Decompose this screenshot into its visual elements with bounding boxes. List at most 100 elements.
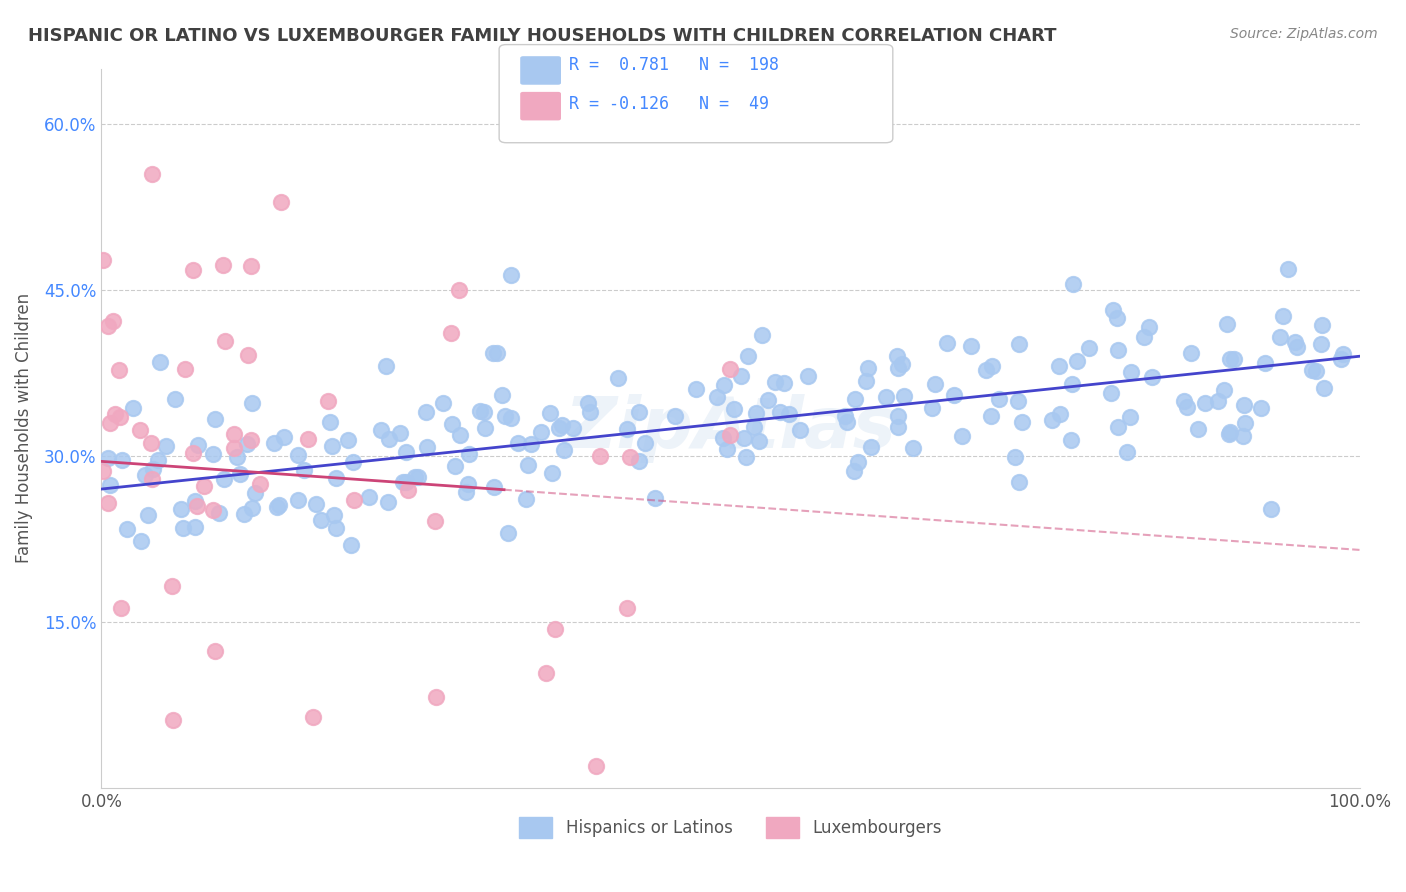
Point (1284, 334, 1306, 349)
Point (499, 410, 522, 425)
Point (239, 259, 262, 273)
Point (748, 434, 770, 448)
Point (440, 326, 463, 340)
Point (1286, 341, 1309, 355)
Point (1180, 346, 1202, 360)
Point (1268, 330, 1291, 344)
Point (91, 253, 114, 268)
Point (789, 423, 811, 437)
Legend: Hispanics or Latinos, Luxembourgers: Hispanics or Latinos, Luxembourgers (512, 811, 949, 844)
Point (1223, 351, 1246, 366)
Point (579, 405, 602, 419)
Point (858, 361, 880, 376)
Text: HISPANIC OR LATINO VS LUXEMBOURGER FAMILY HOUSEHOLDS WITH CHILDREN CORRELATION C: HISPANIC OR LATINO VS LUXEMBOURGER FAMIL… (28, 27, 1057, 45)
Point (765, 375, 787, 389)
Point (942, 388, 965, 402)
Point (1007, 337, 1029, 351)
Point (444, 458, 467, 473)
Point (553, 442, 575, 457)
Point (1008, 475, 1031, 489)
Point (249, 477, 271, 491)
Point (287, 448, 309, 462)
Point (342, 455, 364, 469)
Point (1142, 370, 1164, 384)
Point (1213, 383, 1236, 397)
Point (142, 462, 165, 476)
Point (1062, 277, 1084, 291)
Point (499, 268, 522, 283)
Point (921, 401, 943, 415)
Point (1187, 421, 1209, 435)
Point (263, 436, 285, 450)
Point (1173, 394, 1195, 409)
Point (1175, 400, 1198, 414)
Point (392, 475, 415, 489)
Point (240, 396, 263, 410)
Text: Source: ZipAtlas.com: Source: ZipAtlas.com (1230, 27, 1378, 41)
Point (204, 412, 226, 426)
Point (1107, 343, 1129, 357)
Point (474, 420, 496, 434)
Point (1233, 398, 1256, 412)
Point (769, 404, 792, 418)
Point (515, 491, 537, 506)
Point (1047, 359, 1070, 373)
Point (606, 371, 628, 385)
Point (730, 368, 752, 383)
Point (162, 579, 184, 593)
Point (406, 470, 429, 484)
Point (457, 476, 479, 491)
Point (136, 508, 159, 522)
Point (1305, 364, 1327, 378)
Point (619, 450, 641, 464)
Point (720, 361, 742, 376)
Point (616, 601, 638, 615)
Point (720, 427, 742, 442)
Point (1250, 401, 1272, 416)
Point (319, 415, 342, 429)
Point (860, 440, 883, 454)
Point (711, 431, 734, 445)
Point (343, 493, 366, 508)
Point (325, 471, 347, 485)
Point (1133, 330, 1156, 344)
Point (149, 355, 172, 369)
Point (236, 436, 259, 450)
Point (1004, 450, 1026, 464)
Point (122, 401, 145, 415)
Point (111, 453, 134, 467)
Point (226, 450, 249, 464)
Point (634, 435, 657, 450)
Point (1066, 354, 1088, 368)
Point (891, 357, 914, 371)
Point (423, 514, 446, 528)
Point (108, 362, 131, 376)
Point (163, 392, 186, 406)
Point (425, 690, 447, 705)
Point (773, 376, 796, 391)
Point (1194, 395, 1216, 409)
Point (395, 475, 418, 489)
Point (576, 395, 599, 409)
Point (309, 513, 332, 527)
Point (1049, 407, 1071, 421)
Point (472, 405, 495, 419)
Point (447, 284, 470, 298)
Point (416, 440, 439, 454)
Point (756, 393, 779, 408)
Point (980, 409, 1002, 423)
Point (1272, 310, 1295, 324)
Point (1330, 352, 1353, 367)
Point (134, 468, 156, 483)
Point (378, 432, 401, 446)
Text: R =  0.781   N =  198: R = 0.781 N = 198 (569, 56, 779, 74)
Point (305, 497, 328, 511)
Point (561, 421, 583, 435)
Point (440, 417, 463, 432)
Point (204, 644, 226, 658)
Point (101, 314, 124, 328)
Point (585, 758, 607, 772)
Point (534, 665, 557, 680)
Point (1232, 429, 1254, 443)
Point (1218, 426, 1240, 441)
